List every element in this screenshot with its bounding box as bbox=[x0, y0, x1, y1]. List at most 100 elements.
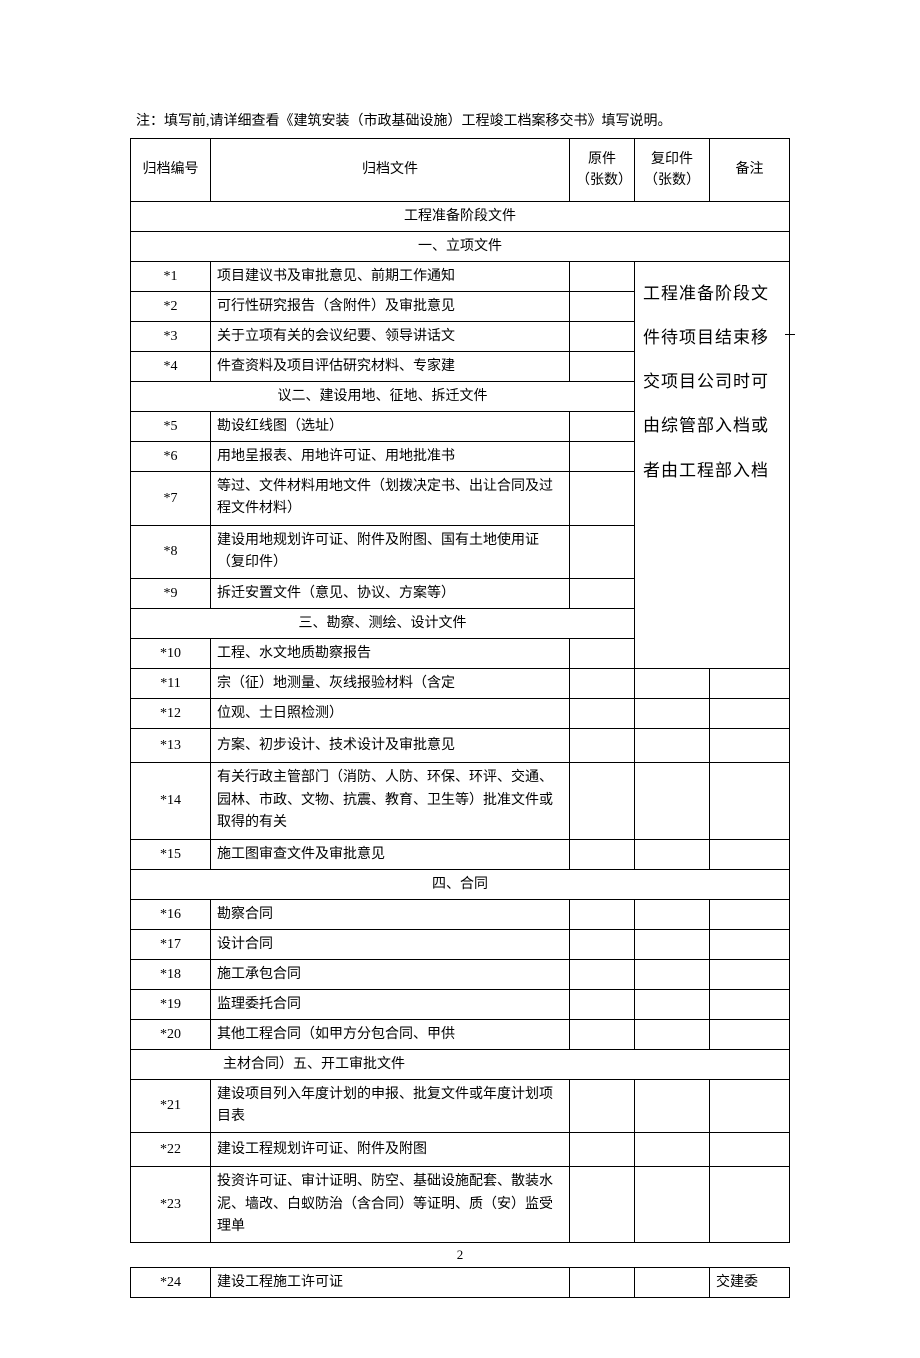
table-row: *23 投资许可证、审计证明、防空、基础设施配套、散装水泥、墙改、白蚁防治（含合… bbox=[131, 1167, 790, 1243]
row-orig bbox=[570, 525, 635, 579]
row-file: 其他工程合同（如甲方分包合同、甲供 bbox=[211, 1019, 570, 1049]
row-remark bbox=[710, 989, 790, 1019]
row-orig bbox=[570, 699, 635, 729]
row-orig bbox=[570, 929, 635, 959]
row-orig bbox=[570, 411, 635, 441]
row-file: 有关行政主管部门（消防、人防、环保、环评、交通、园林、市政、文物、抗震、教育、卫… bbox=[211, 763, 570, 839]
row-orig bbox=[570, 579, 635, 609]
row-id: *11 bbox=[131, 669, 211, 699]
row-copy bbox=[635, 899, 710, 929]
row-id: *17 bbox=[131, 929, 211, 959]
archive-table: 归档编号 归档文件 原件（张数） 复印件（张数） 备注 工程准备阶段文件 一、立… bbox=[130, 138, 790, 1244]
row-copy bbox=[635, 839, 710, 869]
row-orig bbox=[570, 351, 635, 381]
row-file: 建设用地规划许可证、附件及附图、国有土地使用证（复印件） bbox=[211, 525, 570, 579]
page-number: 2 bbox=[130, 1245, 790, 1265]
header-orig: 原件（张数） bbox=[570, 138, 635, 201]
row-copy bbox=[635, 1019, 710, 1049]
row-id: *9 bbox=[131, 579, 211, 609]
row-file: 建设工程规划许可证、附件及附图 bbox=[211, 1133, 570, 1167]
row-id: *3 bbox=[131, 321, 211, 351]
row-copy bbox=[635, 989, 710, 1019]
row-copy bbox=[635, 929, 710, 959]
row-copy bbox=[635, 1267, 710, 1297]
table-row: *19 监理委托合同 bbox=[131, 989, 790, 1019]
row-id: *7 bbox=[131, 471, 211, 525]
table-row: *22 建设工程规划许可证、附件及附图 bbox=[131, 1133, 790, 1167]
section-1: 一、立项文件 bbox=[131, 231, 790, 261]
row-id: *14 bbox=[131, 763, 211, 839]
row-remark bbox=[710, 669, 790, 699]
row-file: 设计合同 bbox=[211, 929, 570, 959]
row-orig bbox=[570, 1167, 635, 1243]
row-id: *24 bbox=[131, 1267, 211, 1297]
row-file: 监理委托合同 bbox=[211, 989, 570, 1019]
table-row: *15 施工图审查文件及审批意见 bbox=[131, 839, 790, 869]
section-3-label: 三、勘察、测绘、设计文件 bbox=[131, 609, 635, 639]
table-header-row: 归档编号 归档文件 原件（张数） 复印件（张数） 备注 bbox=[131, 138, 790, 201]
row-id: *18 bbox=[131, 959, 211, 989]
note-text: 注：填写前,请详细查看《建筑安装（市政基础设施）工程竣工档案移交书》填写说明。 bbox=[165, 110, 790, 134]
row-copy bbox=[635, 699, 710, 729]
row-orig bbox=[570, 729, 635, 763]
row-copy bbox=[635, 729, 710, 763]
header-copy: 复印件（张数） bbox=[635, 138, 710, 201]
row-remark bbox=[710, 839, 790, 869]
row-id: *4 bbox=[131, 351, 211, 381]
section-prep-label: 工程准备阶段文件 bbox=[131, 201, 790, 231]
annotation-text: 工程准备阶段文件待项目结束移交项目公司时可由综管部入档或者由工程部入档 bbox=[643, 284, 769, 480]
row-id: *8 bbox=[131, 525, 211, 579]
row-id: *23 bbox=[131, 1167, 211, 1243]
section-2-label: 议二、建设用地、征地、拆迁文件 bbox=[131, 381, 635, 411]
row-file: 拆迁安置文件（意见、协议、方案等） bbox=[211, 579, 570, 609]
row-id: *10 bbox=[131, 639, 211, 669]
row-remark bbox=[710, 929, 790, 959]
row-orig bbox=[570, 1133, 635, 1167]
row-orig bbox=[570, 1079, 635, 1133]
section-4-label: 四、合同 bbox=[131, 869, 790, 899]
archive-table-2: *24 建设工程施工许可证 交建委 bbox=[130, 1267, 790, 1298]
row-file: 关于立项有关的会议纪要、领导讲话文 bbox=[211, 321, 570, 351]
row-remark bbox=[710, 959, 790, 989]
row-file: 件查资料及项目评估研究材料、专家建 bbox=[211, 351, 570, 381]
row-orig bbox=[570, 669, 635, 699]
row-file: 方案、初步设计、技术设计及审批意见 bbox=[211, 729, 570, 763]
row-id: *13 bbox=[131, 729, 211, 763]
row-file: 可行性研究报告（含附件）及审批意见 bbox=[211, 291, 570, 321]
section-1-label: 一、立项文件 bbox=[131, 231, 790, 261]
row-file: 勘设红线图（选址） bbox=[211, 411, 570, 441]
row-orig bbox=[570, 839, 635, 869]
row-id: *6 bbox=[131, 441, 211, 471]
row-orig bbox=[570, 1019, 635, 1049]
row-remark bbox=[710, 1133, 790, 1167]
row-orig bbox=[570, 321, 635, 351]
row-orig bbox=[570, 899, 635, 929]
row-id: *21 bbox=[131, 1079, 211, 1133]
annotation-dash bbox=[785, 334, 795, 335]
table-row: *24 建设工程施工许可证 交建委 bbox=[131, 1267, 790, 1297]
row-id: *5 bbox=[131, 411, 211, 441]
row-remark bbox=[710, 729, 790, 763]
row-file: 投资许可证、审计证明、防空、基础设施配套、散装水泥、墙改、白蚁防治（含合同）等证… bbox=[211, 1167, 570, 1243]
row-file: 施工承包合同 bbox=[211, 959, 570, 989]
row-orig bbox=[570, 1267, 635, 1297]
header-remark: 备注 bbox=[710, 138, 790, 201]
row-remark bbox=[710, 1079, 790, 1133]
row-copy bbox=[635, 763, 710, 839]
table-row: *21 建设项目列入年度计划的申报、批复文件或年度计划项目表 bbox=[131, 1079, 790, 1133]
row-file: 项目建议书及审批意见、前期工作通知 bbox=[211, 261, 570, 291]
row-file: 建设工程施工许可证 bbox=[211, 1267, 570, 1297]
row-id: *20 bbox=[131, 1019, 211, 1049]
row-copy bbox=[635, 1079, 710, 1133]
row-copy bbox=[635, 1133, 710, 1167]
table-row: *17 设计合同 bbox=[131, 929, 790, 959]
row-orig bbox=[570, 291, 635, 321]
section-5: 主材合同）五、开工审批文件 bbox=[131, 1049, 790, 1079]
row-remark bbox=[710, 1167, 790, 1243]
header-file: 归档文件 bbox=[211, 138, 570, 201]
annotation-box: 工程准备阶段文件待项目结束移交项目公司时可由综管部入档或者由工程部入档 bbox=[635, 261, 790, 669]
table-row: *11 宗（征）地测量、灰线报验材料（含定 bbox=[131, 669, 790, 699]
row-file: 宗（征）地测量、灰线报验材料（含定 bbox=[211, 669, 570, 699]
row-file: 工程、水文地质勘察报告 bbox=[211, 639, 570, 669]
row-id: *16 bbox=[131, 899, 211, 929]
